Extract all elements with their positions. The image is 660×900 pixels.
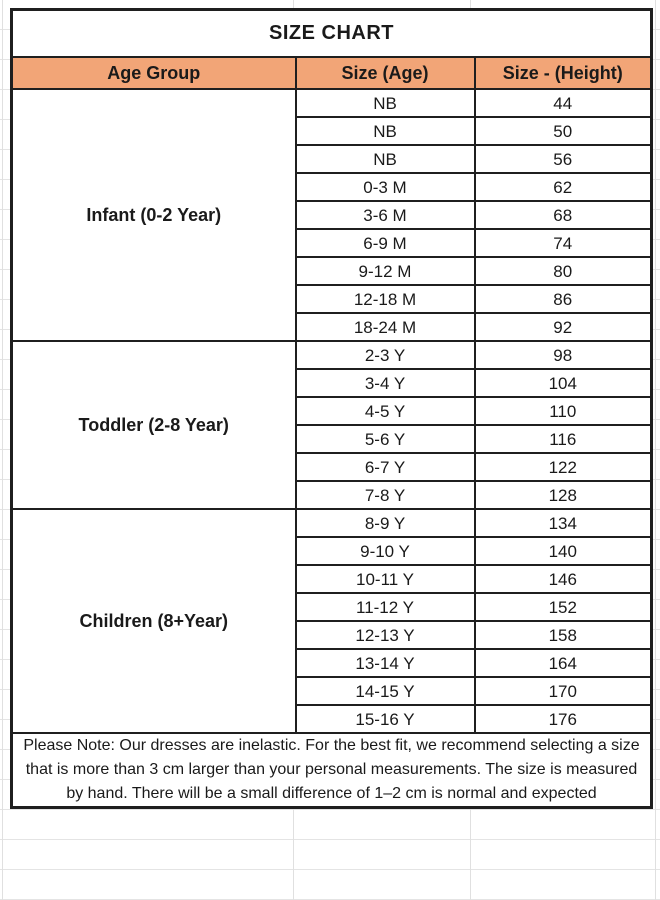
size-age-cell: 12-13 Y — [294, 620, 476, 650]
size-height-cell: 128 — [473, 480, 653, 510]
table-row: 12-18 M 86 — [12, 284, 653, 314]
size-height-cell: 116 — [473, 424, 653, 454]
size-age-cell: NB — [294, 88, 476, 118]
size-age-cell: 18-24 M — [294, 312, 476, 342]
table-row: NB 56 — [12, 144, 653, 174]
size-age-cell: 9-12 M — [294, 256, 476, 286]
table-row: NB 50 — [12, 116, 653, 146]
size-age-cell: 6-9 M — [294, 228, 476, 258]
table-row: Infant (0-2 Year) NB 44 — [10, 88, 653, 342]
size-age-cell: 0-3 M — [294, 172, 476, 202]
table-row: 7-8 Y 128 — [12, 480, 653, 510]
size-height-cell: 146 — [473, 564, 653, 594]
size-height-cell: 164 — [473, 648, 653, 678]
sheet-gridline-vertical — [2, 0, 3, 900]
size-height-cell: 98 — [473, 340, 653, 370]
size-height-cell: 104 — [473, 368, 653, 398]
age-group-cell: Infant (0-2 Year) — [10, 88, 297, 342]
table-row: 10-11 Y 146 — [12, 564, 653, 594]
note-text: Please Note: Our dresses are inelastic. … — [10, 732, 653, 809]
size-height-cell: 176 — [473, 704, 653, 734]
table-row: 13-14 Y 164 — [12, 648, 653, 678]
size-height-cell: 92 — [473, 312, 653, 342]
size-age-cell: 7-8 Y — [294, 480, 476, 510]
size-age-cell: 9-10 Y — [294, 536, 476, 566]
size-chart-table: SIZE CHART Age Group Size (Age) Size - (… — [10, 8, 654, 809]
table-row: Children (8+Year) 8-9 Y 134 — [10, 508, 653, 734]
table-row: 18-24 M 92 — [12, 312, 653, 342]
size-age-cell: 15-16 Y — [294, 704, 476, 734]
table-row: 0-3 M 62 — [12, 172, 653, 202]
size-height-cell: 140 — [473, 536, 653, 566]
table-row: 5-6 Y 116 — [12, 424, 653, 454]
size-age-cell: 4-5 Y — [294, 396, 476, 426]
size-height-cell: 74 — [473, 228, 653, 258]
note-row: Please Note: Our dresses are inelastic. … — [10, 732, 653, 809]
size-age-cell: 14-15 Y — [294, 676, 476, 706]
chart-title: SIZE CHART — [10, 8, 653, 58]
size-height-cell: 50 — [473, 116, 653, 146]
table-row: 3-4 Y 104 — [12, 368, 653, 398]
column-header-size-age: Size (Age) — [294, 56, 476, 90]
size-height-cell: 68 — [473, 200, 653, 230]
size-age-cell: 8-9 Y — [294, 508, 476, 538]
size-age-cell: 12-18 M — [294, 284, 476, 314]
size-age-cell: 2-3 Y — [294, 340, 476, 370]
size-height-cell: 158 — [473, 620, 653, 650]
size-height-cell: 44 — [473, 88, 653, 118]
size-age-cell: 10-11 Y — [294, 564, 476, 594]
size-age-cell: NB — [294, 116, 476, 146]
size-height-cell: 62 — [473, 172, 653, 202]
size-height-cell: 122 — [473, 452, 653, 482]
column-header-size-height: Size - (Height) — [473, 56, 653, 90]
size-age-cell: 5-6 Y — [294, 424, 476, 454]
size-height-cell: 86 — [473, 284, 653, 314]
table-row: 11-12 Y 152 — [12, 592, 653, 622]
table-row: Toddler (2-8 Year) 2-3 Y 98 — [10, 340, 653, 510]
column-header-age-group: Age Group — [10, 56, 297, 90]
size-height-cell: 80 — [473, 256, 653, 286]
table-row: 6-9 M 74 — [12, 228, 653, 258]
size-age-cell: 6-7 Y — [294, 452, 476, 482]
size-age-cell: 13-14 Y — [294, 648, 476, 678]
size-table-body: Infant (0-2 Year) NB 44 NB 50 NB 56 0-3 M 62 3-6 … — [10, 88, 653, 734]
sheet-gridline-vertical — [655, 0, 656, 900]
table-row: 15-16 Y 176 — [12, 704, 653, 734]
size-height-cell: 110 — [473, 396, 653, 426]
size-age-cell: 11-12 Y — [294, 592, 476, 622]
size-age-cell: 3-6 M — [294, 200, 476, 230]
table-row: 6-7 Y 122 — [12, 452, 653, 482]
table-row: 4-5 Y 110 — [12, 396, 653, 426]
table-row: 9-12 M 80 — [12, 256, 653, 286]
table-row: 9-10 Y 140 — [12, 536, 653, 566]
header-row: Age Group Size (Age) Size - (Height) — [10, 56, 653, 90]
size-age-cell: NB — [294, 144, 476, 174]
age-group-cell: Toddler (2-8 Year) — [10, 340, 297, 510]
table-row: 12-13 Y 158 — [12, 620, 653, 650]
size-age-cell: 3-4 Y — [294, 368, 476, 398]
size-height-cell: 134 — [473, 508, 653, 538]
size-height-cell: 170 — [473, 676, 653, 706]
size-height-cell: 152 — [473, 592, 653, 622]
table-row: 3-6 M 68 — [12, 200, 653, 230]
title-row: SIZE CHART — [10, 8, 653, 58]
size-height-cell: 56 — [473, 144, 653, 174]
table-row: 14-15 Y 170 — [12, 676, 653, 706]
age-group-cell: Children (8+Year) — [10, 508, 297, 734]
